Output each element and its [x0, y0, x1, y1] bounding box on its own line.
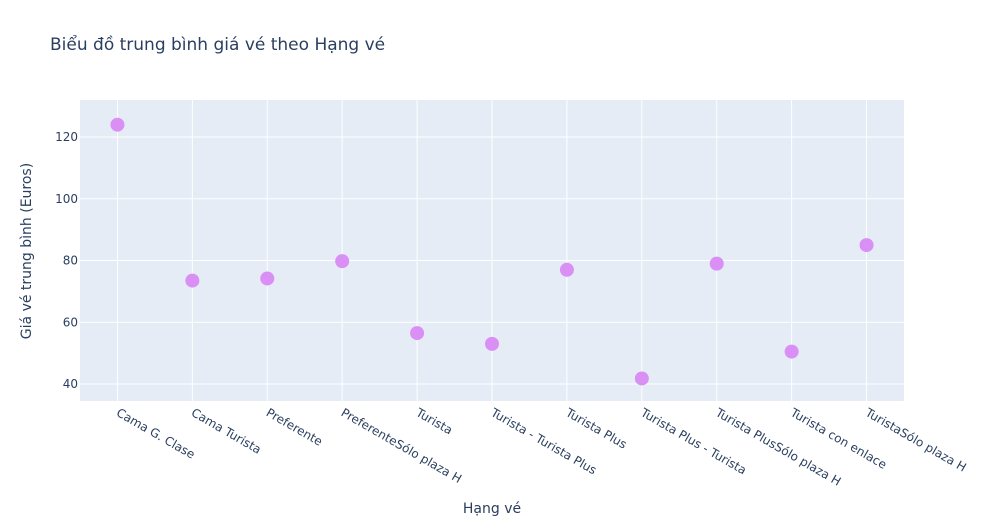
y-tick-label: 120: [55, 130, 78, 144]
chart-title: Biểu đồ trung bình giá vé theo Hạng vé: [50, 34, 385, 55]
x-axis-title: Hạng vé: [463, 501, 521, 517]
data-points: [110, 117, 874, 386]
y-tick-label: 100: [55, 192, 78, 206]
x-tick-label: Turista Plus: [563, 405, 630, 452]
y-axis-title: Giá vé trung bình (Euros): [19, 163, 35, 339]
x-tick-label: Turista PlusSólo plaza H: [712, 405, 843, 489]
data-point: [634, 371, 649, 386]
data-point: [260, 271, 275, 286]
x-tick-label: PreferenteSólo plaza H: [339, 405, 464, 485]
x-tick-label: Preferente: [264, 405, 325, 448]
x-tick-label: Turista: [413, 405, 455, 437]
data-point: [410, 326, 425, 341]
data-point: [485, 336, 499, 351]
data-point: [784, 344, 799, 359]
x-tick-label: Cama G. Clase: [114, 405, 197, 461]
y-axis-ticks: 40 60 80 100 120: [55, 130, 78, 391]
y-tick-label: 80: [63, 254, 78, 268]
data-point: [859, 238, 874, 253]
y-tick-label: 60: [63, 315, 78, 329]
x-tick-label: Cama Turista: [189, 405, 264, 456]
data-point: [335, 254, 350, 269]
data-point: [559, 262, 574, 277]
y-tick-label: 40: [63, 377, 78, 391]
data-point: [110, 117, 125, 132]
data-point: [185, 273, 200, 288]
data-point: [709, 256, 724, 271]
